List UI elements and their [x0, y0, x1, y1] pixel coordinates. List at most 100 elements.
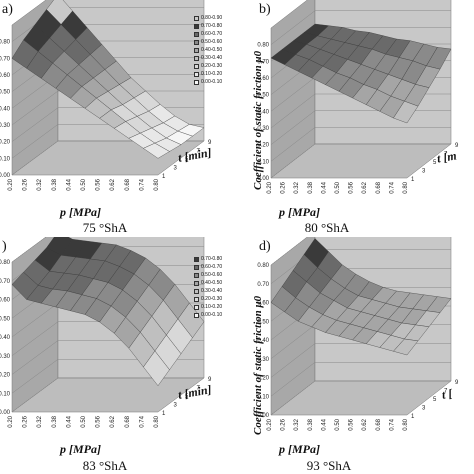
legend-entry: 0.60-0.70 — [194, 263, 222, 271]
legend-entry: 0.30-0.40 — [194, 54, 222, 62]
panel-label-c: ) — [2, 239, 7, 254]
panel-c: 0.00 0.10 0.20 0.30 0.40 0.50 0.60 0.70 0.80 0.20… — [0, 237, 237, 474]
legend-swatch — [194, 55, 199, 61]
caption-c: 83 °ShA — [82, 458, 128, 473]
surface-plot-d: 0.00 0.10 0.20 0.30 0.40 0.50 0.60 0.70 0.80 0.20… — [257, 237, 459, 431]
p-tick-label: 0.68 — [125, 415, 131, 427]
z-gridline — [270, 10, 451, 45]
z-gridline — [270, 362, 451, 397]
z-tick-label: 0.00 — [0, 410, 11, 416]
p-tick-label: 0.62 — [110, 415, 116, 427]
legend-swatch — [194, 15, 199, 21]
p-tick-label: 0.80 — [154, 178, 160, 190]
t-tick-label: 3 — [174, 403, 178, 409]
legend-label: 0.20-0.30 — [201, 63, 223, 69]
legend-label: 0.50-0.60 — [201, 272, 223, 278]
legend-swatch — [194, 79, 199, 85]
legend-label: 0.70-0.80 — [201, 256, 223, 262]
p-tick-label: 0.74 — [139, 415, 145, 427]
caption-a: 75 °ShA — [82, 220, 128, 235]
panel-label-a: a) — [2, 2, 13, 17]
legend-entry: 0.30-0.40 — [194, 287, 222, 295]
p-tick-label: 0.38 — [308, 181, 314, 193]
legend-swatch — [194, 23, 199, 29]
z-tick-label: 0.40 — [257, 338, 269, 344]
y-axis-label-d: Coefficient of static friction μ0 — [252, 295, 264, 435]
legend-swatch — [194, 256, 199, 262]
t-tick-label: 9 — [455, 380, 459, 386]
panel-label-b: b) — [259, 2, 271, 17]
p-tick-label: 0.44 — [321, 181, 327, 193]
legend-swatch — [194, 71, 199, 77]
t-tick-label: 7 — [197, 149, 201, 155]
z-gridline — [270, 237, 308, 266]
legend-swatch — [194, 304, 199, 310]
z-tick-label: 0.00 — [257, 413, 269, 419]
p-tick-label: 0.80 — [403, 181, 409, 193]
z-tick-label: 0.10 — [257, 394, 269, 400]
p-tick-label: 0.56 — [349, 418, 355, 430]
t-tick-label: 3 — [422, 406, 426, 412]
legend-entry: 0.60-0.70 — [194, 30, 222, 38]
z-gridline — [270, 127, 451, 162]
z-tick-label: 0.60 — [257, 76, 269, 82]
legend-label: 0.10-0.20 — [201, 71, 223, 77]
z-tick-label: 0.40 — [0, 335, 11, 341]
p-tick-label: 0.26 — [23, 178, 29, 190]
legend-entry: 0.10-0.20 — [194, 303, 222, 311]
p-tick-label: 0.68 — [376, 181, 382, 193]
panel-d: 0.00 0.10 0.20 0.30 0.40 0.50 0.60 0.70 0.80 0.20… — [237, 237, 474, 474]
t-tick-label: 9 — [455, 143, 459, 149]
p-tick-label: 0.62 — [362, 418, 368, 430]
p-tick-label: 0.20 — [8, 415, 14, 427]
legend-swatch — [194, 63, 199, 69]
p-tick-label: 0.26 — [23, 415, 29, 427]
p-tick-label: 0.32 — [37, 415, 43, 427]
caption-b: 80 °ShA — [304, 220, 350, 235]
panel-label-d: d) — [259, 239, 271, 254]
p-tick-label: 0.26 — [281, 418, 287, 430]
p-tick-label: 0.56 — [96, 178, 102, 190]
legend-entry: 0.40-0.50 — [194, 46, 222, 54]
legend-swatch — [194, 312, 199, 318]
p-tick-label: 0.68 — [376, 418, 382, 430]
surface-plot-a: 0.00 0.10 0.20 0.30 0.40 0.50 0.60 0.70 0.80 0.20… — [0, 0, 212, 191]
z-tick-label: 0.00 — [257, 176, 269, 182]
z-gridline — [270, 380, 451, 416]
t-tick-label: 3 — [174, 166, 178, 172]
legend-entry: 0.20-0.30 — [194, 62, 222, 70]
legend-entry: 0.20-0.30 — [194, 295, 222, 303]
t-tick-label: 1 — [162, 411, 166, 417]
panel-b: 0.00 0.10 0.20 0.30 0.40 0.50 0.60 0.70 0.80 0.20… — [237, 0, 474, 237]
legend-entry: 0.00-0.10 — [194, 78, 222, 86]
z-tick-label: 0.70 — [257, 282, 269, 288]
p-tick-label: 0.50 — [81, 178, 87, 190]
legend-label: 0.00-0.10 — [201, 79, 223, 85]
z-tick-label: 0.20 — [0, 140, 11, 146]
legend-label: 0.30-0.40 — [201, 55, 223, 61]
p-tick-label: 0.26 — [281, 181, 287, 193]
legend-c: 0.70-0.80 0.60-0.70 0.50-0.60 0.40-0.50 0.30… — [194, 255, 222, 319]
p-tick-label: 0.74 — [139, 178, 145, 190]
surface-plot-c: 0.00 0.10 0.20 0.30 0.40 0.50 0.60 0.70 0.80 0.20… — [0, 237, 212, 428]
z-tick-label: 0.20 — [257, 376, 269, 382]
z-tick-label: 0.50 — [257, 93, 269, 99]
legend-label: 0.00-0.10 — [201, 312, 223, 318]
p-tick-label: 0.62 — [362, 181, 368, 193]
surface-cell — [393, 100, 419, 124]
p-tick-label: 0.74 — [389, 181, 395, 193]
legend-label: 0.10-0.20 — [201, 304, 223, 310]
legend-entry: 0.00-0.10 — [194, 311, 222, 319]
p-axis-label-c: p [MPa] — [60, 442, 101, 456]
panel-a: 0.00 0.10 0.20 0.30 0.40 0.50 0.60 0.70 0.80 0.20… — [0, 0, 237, 237]
p-tick-label: 0.38 — [52, 415, 58, 427]
z-tick-label: 0.60 — [0, 298, 11, 304]
legend-entry: 0.80-0.90 — [194, 14, 222, 22]
p-tick-label: 0.50 — [335, 181, 341, 193]
z-tick-label: 0.40 — [0, 106, 11, 112]
legend-swatch — [194, 280, 199, 286]
p-tick-label: 0.32 — [294, 181, 300, 193]
legend-entry: 0.50-0.60 — [194, 38, 222, 46]
z-tick-label: 0.10 — [0, 156, 11, 162]
t-tick-label: 1 — [411, 177, 415, 183]
